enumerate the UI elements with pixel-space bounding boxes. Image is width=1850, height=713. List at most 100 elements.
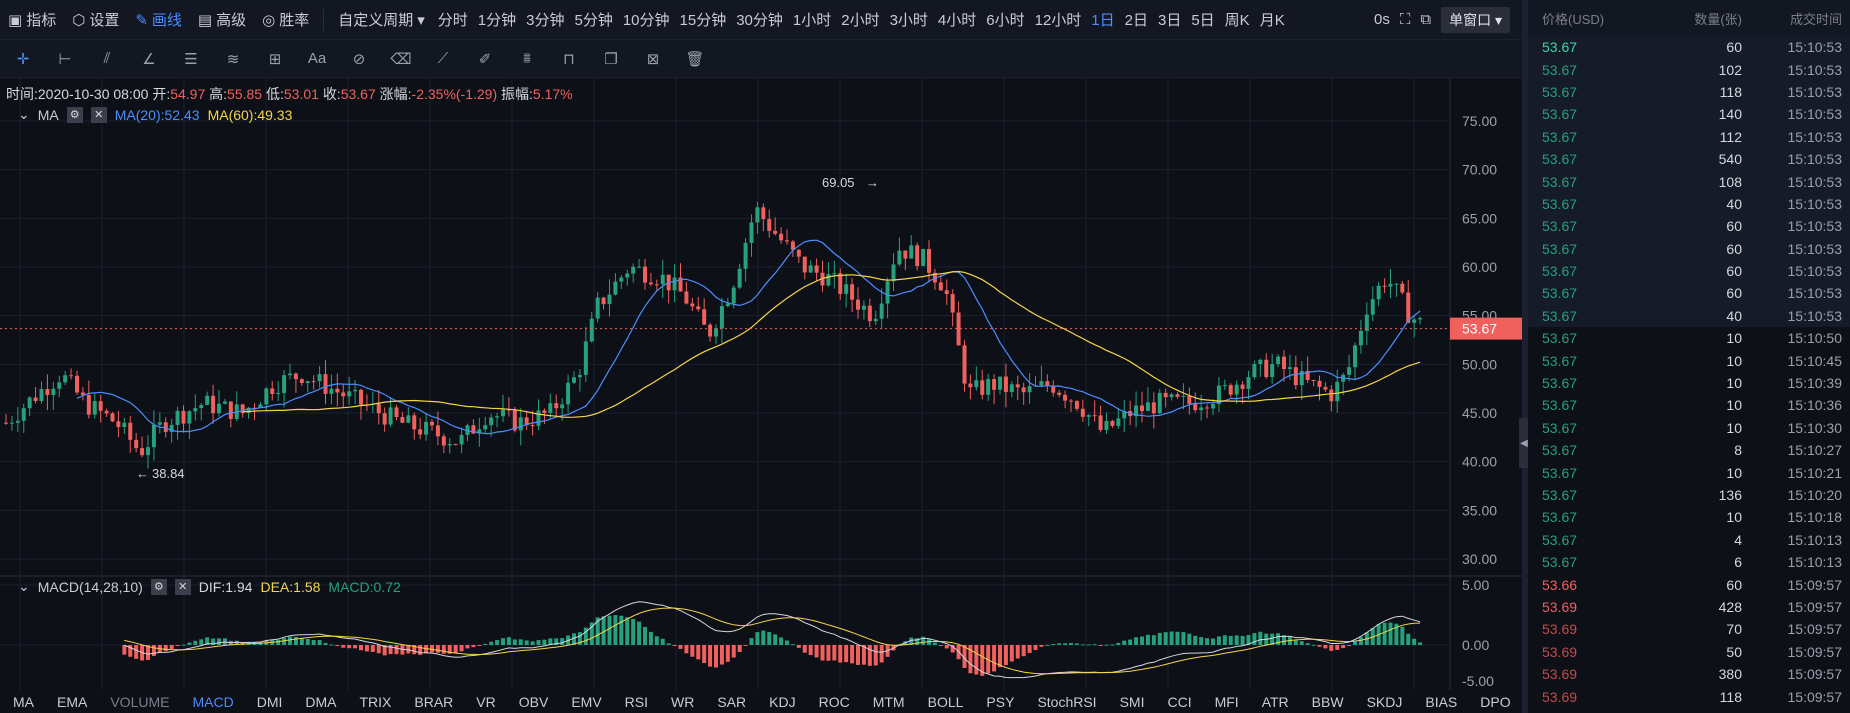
crosshair-icon[interactable]: ✛ xyxy=(16,50,30,68)
copy-icon[interactable]: ❐ xyxy=(604,50,618,68)
indicator-tab[interactable]: PSY xyxy=(986,693,1015,710)
winrate-button[interactable]: ◎ 胜率 xyxy=(262,11,310,30)
horizontal-line-icon[interactable]: ⊢ xyxy=(58,50,72,68)
candle-body xyxy=(921,249,926,266)
period-tab[interactable]: 15分钟 xyxy=(679,12,727,29)
indicator-tab[interactable]: ROC xyxy=(818,693,850,710)
period-tab[interactable]: 分时 xyxy=(437,12,468,29)
period-tab[interactable]: 周K xyxy=(1224,12,1250,29)
indicator-tab[interactable]: RSI xyxy=(624,693,649,710)
indicator-tab[interactable]: BRAR xyxy=(414,693,454,710)
period-tab[interactable]: 3分钟 xyxy=(526,12,565,29)
indicator-tab[interactable]: MFI xyxy=(1214,693,1239,710)
indicator-tab[interactable]: CCI xyxy=(1167,693,1192,710)
angle-icon[interactable]: ∠ xyxy=(142,50,156,68)
period-tab[interactable]: 4小时 xyxy=(937,12,977,29)
period-tab[interactable]: 月K xyxy=(1259,12,1285,29)
collapse-icon[interactable]: ⌄ xyxy=(18,106,30,122)
lock-icon[interactable]: ⊓ xyxy=(563,50,575,68)
collapse-icon[interactable]: ⌄ xyxy=(18,578,30,594)
indicator-tab[interactable]: DMI xyxy=(256,693,283,710)
trade-qty: 4 xyxy=(1734,531,1742,548)
indicator-tab[interactable]: MA xyxy=(13,693,34,710)
trend-line-icon[interactable]: ⫽ xyxy=(103,50,111,67)
indicator-tab[interactable]: BOLL xyxy=(927,693,964,710)
indicator-tab[interactable]: VOLUME xyxy=(110,693,170,710)
indicator-tab[interactable]: EMV xyxy=(571,693,602,710)
trash-icon[interactable]: 🗑 xyxy=(685,50,705,68)
period-tab[interactable]: 3小时 xyxy=(889,12,928,29)
close-icon[interactable]: ✕ xyxy=(174,578,191,595)
settings-icon[interactable]: ⚙ xyxy=(66,106,83,123)
period-tab[interactable]: 5日 xyxy=(1191,12,1215,29)
ruler-icon[interactable]: ⟋ xyxy=(437,50,449,67)
period-tab[interactable]: 2小时 xyxy=(841,12,880,29)
popout-icon[interactable]: ⧉ xyxy=(1420,11,1432,28)
candle-body xyxy=(75,375,79,393)
indicator-tab[interactable]: BIAS xyxy=(1425,693,1458,710)
text-icon[interactable]: Aa xyxy=(307,50,327,67)
period-tab[interactable]: 1小时 xyxy=(792,12,832,29)
settings-icon[interactable]: ⚙ xyxy=(150,578,167,595)
indicator-tab[interactable]: OBV xyxy=(518,693,549,710)
period-tab[interactable]: 1分钟 xyxy=(477,12,517,29)
indicator-tab[interactable]: TRIX xyxy=(359,693,392,710)
indicator-tab[interactable]: SMI xyxy=(1119,693,1145,710)
candle-body xyxy=(1358,330,1363,346)
trade-time: 15:10:53 xyxy=(1787,39,1843,56)
period-tab[interactable]: 10分钟 xyxy=(622,12,670,29)
macd-bar xyxy=(1216,636,1221,645)
period-tab[interactable]: 5分钟 xyxy=(574,12,613,29)
indicator-tab[interactable]: DPO xyxy=(1480,693,1511,710)
box-icon[interactable]: ⊞ xyxy=(268,50,282,68)
eraser-icon[interactable]: ⌫ xyxy=(390,50,412,68)
custom-period-dropdown[interactable]: 自定义周期 ▾ xyxy=(338,11,425,30)
indicator-tab[interactable]: WR xyxy=(671,693,695,710)
parallel-lines-icon[interactable]: ☰ xyxy=(184,50,198,68)
indicator-tab[interactable]: BBW xyxy=(1311,693,1344,710)
indicator-tab[interactable]: KDJ xyxy=(769,693,796,710)
period-tab[interactable]: 2日 xyxy=(1124,12,1148,29)
collapse-panel-icon[interactable]: ◀ xyxy=(1519,418,1529,468)
close-icon[interactable]: ✕ xyxy=(90,106,107,123)
magnet-icon[interactable]: ⩩ xyxy=(522,50,531,67)
indicator-tab[interactable]: SKDJ xyxy=(1366,693,1403,710)
candlestick-chart[interactable]: 75.0070.0065.0060.0055.0050.0045.0040.00… xyxy=(0,78,1522,690)
trade-qty: 140 xyxy=(1718,106,1742,123)
indicator-tab[interactable]: ATR xyxy=(1261,693,1289,710)
indicators-button[interactable]: ▣ 指标 xyxy=(8,11,57,30)
macd-bar xyxy=(1051,643,1056,645)
candle-body xyxy=(743,242,748,269)
fullscreen-icon[interactable]: ⛶ xyxy=(1399,11,1411,28)
advanced-button[interactable]: ▤ 高级 xyxy=(197,11,247,30)
indicator-tab[interactable]: StochRSI xyxy=(1037,693,1097,710)
macd-bar xyxy=(495,640,500,645)
period-tab[interactable]: 1日 xyxy=(1091,12,1115,29)
indicator-tab[interactable]: SAR xyxy=(717,693,747,710)
candle-body xyxy=(944,290,949,295)
trade-qty: 136 xyxy=(1718,487,1742,503)
period-tab[interactable]: 3日 xyxy=(1157,12,1182,29)
indicator-tab[interactable]: EMA xyxy=(57,693,88,710)
period-tab[interactable]: 30分钟 xyxy=(736,12,783,29)
macd-bar xyxy=(1347,645,1352,646)
hide-icon[interactable]: ⊠ xyxy=(646,50,660,68)
panel-divider[interactable] xyxy=(1522,0,1528,713)
trade-qty: 60 xyxy=(1726,218,1742,235)
candle-body xyxy=(193,408,198,412)
indicator-tab[interactable]: VR xyxy=(476,693,496,710)
trade-price: 53.67 xyxy=(1542,352,1578,369)
draw-button[interactable]: ✎ 画线 xyxy=(135,11,182,30)
indicator-tab[interactable]: MACD xyxy=(192,693,234,710)
window-select[interactable]: 单窗口 ▾ xyxy=(1441,6,1510,33)
indicator-tab[interactable]: DMA xyxy=(305,693,337,710)
period-tab[interactable]: 12小时 xyxy=(1034,12,1082,29)
trade-price: 53.67 xyxy=(1542,195,1578,212)
indicator-tab[interactable]: MTM xyxy=(872,693,905,710)
wave-icon[interactable]: ≋ xyxy=(226,50,240,68)
macd-bar xyxy=(867,645,872,666)
brush-icon[interactable]: ✐ xyxy=(478,50,492,68)
measure-icon[interactable]: ⊘ xyxy=(352,50,366,68)
settings-button[interactable]: ⬡ 设置 xyxy=(72,11,120,30)
period-tab[interactable]: 6小时 xyxy=(986,12,1025,29)
